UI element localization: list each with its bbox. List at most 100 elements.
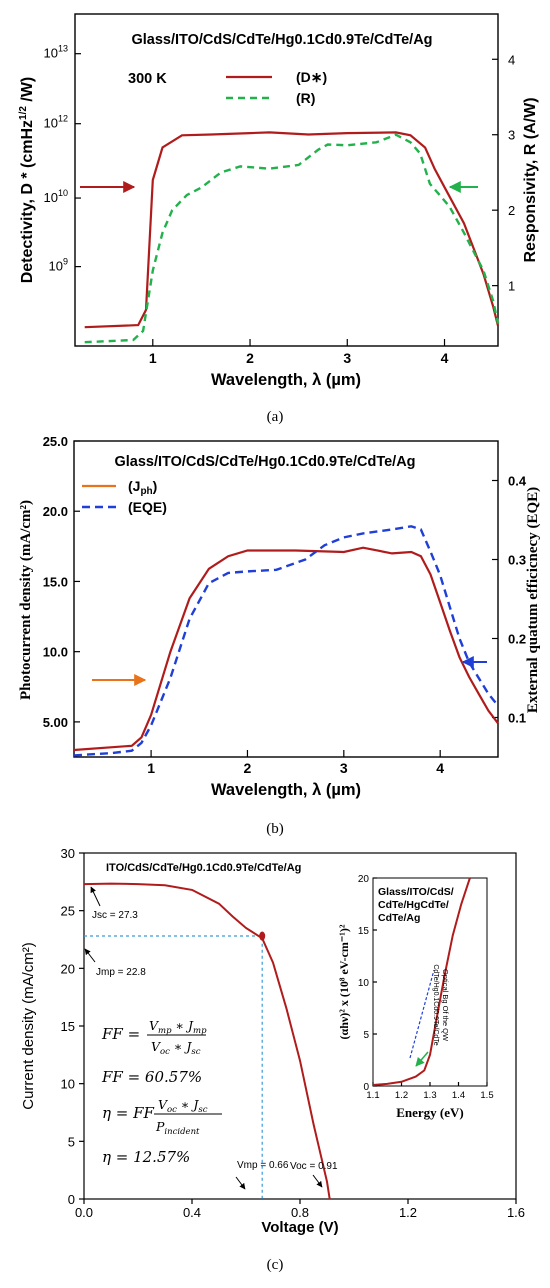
series-jph-line — [73, 546, 499, 752]
voc-pointer — [312, 1174, 323, 1188]
panel-a-frame — [74, 13, 499, 347]
panel-a-title: Glass/ITO/CdS/CdTe/Hg0.1Cd0.9Te/CdTe/Ag — [131, 32, 432, 48]
panel-a-left-ticks: 109 1010 1012 1013 — [44, 44, 81, 274]
vmp-label: Vmp = 0.66 — [237, 1160, 289, 1171]
jsc-label: Jsc = 27.3 — [92, 910, 138, 921]
panel-a-caption: (a) — [267, 409, 284, 425]
inset-y-tick-label: 10 — [358, 978, 370, 989]
panel-b-frame — [73, 440, 499, 758]
inset-title-line-2: CdTe/HgCdTe/ — [378, 899, 449, 911]
x-tick-label: 4 — [436, 760, 444, 776]
panel-c: 0.0 0.4 0.8 1.2 1.6 0 5 10 15 20 25 30 ITO/CdS/CdT… — [20, 846, 525, 1273]
svg-text:Vmp ∗ Jmp: Vmp ∗ Jmp — [149, 1018, 207, 1036]
x-tick-label: 0.4 — [183, 1205, 201, 1220]
left-tick-label: 1012 — [44, 114, 68, 131]
right-tick-label: 0.4 — [508, 474, 527, 489]
x-tick-label: 3 — [340, 760, 348, 776]
x-tick-label: 1 — [147, 760, 155, 776]
inset-x-tick-label: 1.1 — [366, 1090, 379, 1101]
x-tick-label: 0.0 — [75, 1205, 93, 1220]
vmp-pointer — [235, 1176, 246, 1190]
inset-title-line-1: Glass/ITO/CdS/ — [378, 886, 454, 898]
svg-text:Voc ∗ Jsc: Voc ∗ Jsc — [151, 1039, 201, 1057]
inset-title-line-3: CdTe/Ag — [378, 912, 420, 924]
inset-y-tick-label: 20 — [358, 874, 370, 885]
left-tick-label: 20.0 — [43, 504, 68, 519]
right-tick-label: 2 — [508, 203, 515, 218]
right-tick-label: 0.3 — [508, 553, 526, 568]
efficiency-equation: η = FF Voc ∗ Jsc Pincident — [102, 1097, 222, 1137]
panel-b-caption: (b) — [266, 821, 284, 837]
max-power-point-marker — [259, 931, 266, 941]
inset-y-tick-label: 5 — [363, 1030, 369, 1041]
inset-y-tick-label: 0 — [363, 1082, 369, 1093]
left-tick-label: 109 — [49, 257, 68, 274]
x-tick-label: 2 — [244, 760, 252, 776]
legend-jph-label: (Jph) — [128, 478, 157, 497]
jmp-pointer — [84, 948, 96, 963]
x-tick-label: 4 — [441, 350, 449, 366]
inset-tauc-line — [372, 877, 471, 1086]
svg-text:FF =: FF = — [101, 1025, 140, 1043]
panel-a: 1 2 3 4 109 1010 1012 1013 1 2 3 4 Glass/ITO/CdS/… — [18, 13, 539, 425]
left-tick-label: 1010 — [44, 188, 68, 205]
panel-a-right-ticks: 1 2 3 4 — [492, 52, 515, 294]
right-tick-label: 0.2 — [508, 632, 526, 647]
left-tick-label: 15.0 — [43, 574, 68, 589]
inset-annotation-line-1: Optical Bg Of the QW — [441, 969, 450, 1042]
right-tick-label: 0.1 — [508, 711, 526, 726]
y-tick-label: 25 — [61, 904, 75, 919]
inset-y-label: (αhν)² x (10⁸ eV-cm⁻¹)² — [337, 924, 351, 1039]
right-tick-label: 3 — [508, 128, 515, 143]
x-tick-label: 1.2 — [399, 1205, 417, 1220]
inset-x-tick-label: 1.4 — [452, 1090, 465, 1101]
left-tick-label: 1013 — [44, 44, 68, 61]
panel-c-y-label: Current density (mA/cm²) — [20, 942, 37, 1110]
x-tick-label: 1.6 — [507, 1205, 525, 1220]
jsc-pointer — [90, 886, 101, 907]
inset-x-tick-label: 1.3 — [423, 1090, 436, 1101]
jmp-label: Jmp = 22.8 — [96, 967, 146, 978]
left-tick-label: 25.0 — [43, 434, 68, 449]
panel-c-x-ticks: 0.0 0.4 0.8 1.2 1.6 — [75, 1199, 525, 1220]
y-tick-label: 20 — [61, 961, 75, 976]
panel-b-x-ticks: 1 2 3 4 — [147, 750, 444, 776]
svg-text:Voc ∗ Jsc: Voc ∗ Jsc — [158, 1097, 208, 1115]
panel-c-caption: (c) — [267, 1257, 284, 1273]
panel-c-y-ticks: 0 5 10 15 20 25 30 — [61, 846, 84, 1207]
inset-x-label: Energy (eV) — [396, 1105, 464, 1120]
right-tick-label: 1 — [508, 279, 515, 294]
left-tick-label: 10.0 — [43, 645, 68, 660]
series-detectivity-line — [84, 131, 500, 329]
svg-text:Pincident: Pincident — [155, 1119, 200, 1137]
panel-b-right-y-label: External quatum efficicnecy (EQE) — [525, 487, 541, 713]
inset-x-tick-label: 1.5 — [480, 1090, 493, 1101]
panel-a-x-ticks: 1 2 3 4 — [149, 339, 449, 366]
voc-label: Voc = 0.91 — [290, 1161, 338, 1172]
panel-a-x-label: Wavelength, λ (µm) — [211, 371, 361, 389]
right-tick-label: 4 — [508, 52, 515, 67]
inset-tangent-line — [409, 969, 435, 1059]
ff-value: FF = 60.57% — [101, 1068, 202, 1086]
efficiency-value: η = 12.57% — [102, 1148, 190, 1166]
panel-a-temperature: 300 K — [128, 71, 167, 87]
y-tick-label: 30 — [61, 846, 75, 861]
x-tick-label: 0.8 — [291, 1205, 309, 1220]
legend-d-label: (D∗) — [296, 69, 327, 85]
fill-factor-equation: FF = Vmp ∗ Jmp Voc ∗ Jsc — [101, 1018, 207, 1057]
panel-b-right-ticks: 0.1 0.2 0.3 0.4 — [492, 474, 527, 726]
x-tick-label: 1 — [149, 350, 157, 366]
series-jv-line — [83, 882, 331, 1200]
inset-x-tick-label: 1.2 — [395, 1090, 408, 1101]
panel-a-left-y-label: Detectivity, D * (cmHz1/2 /W) — [18, 77, 36, 284]
panel-a-right-y-label: Responsivity, R (A/W) — [522, 97, 539, 262]
panel-b-left-y-label: Photocurrent density (mA/cm²) — [18, 500, 34, 700]
svg-text:η = FF: η = FF — [102, 1104, 154, 1122]
x-tick-label: 3 — [343, 350, 351, 366]
panel-b-title: Glass/ITO/CdS/CdTe/Hg0.1Cd0.9Te/CdTe/Ag — [114, 454, 415, 470]
y-tick-label: 0 — [68, 1192, 75, 1207]
y-tick-label: 15 — [61, 1019, 75, 1034]
inset-annotation-line-2: CdTe/Hg0.1Cd0.9Te/CdTe — [432, 964, 439, 1045]
